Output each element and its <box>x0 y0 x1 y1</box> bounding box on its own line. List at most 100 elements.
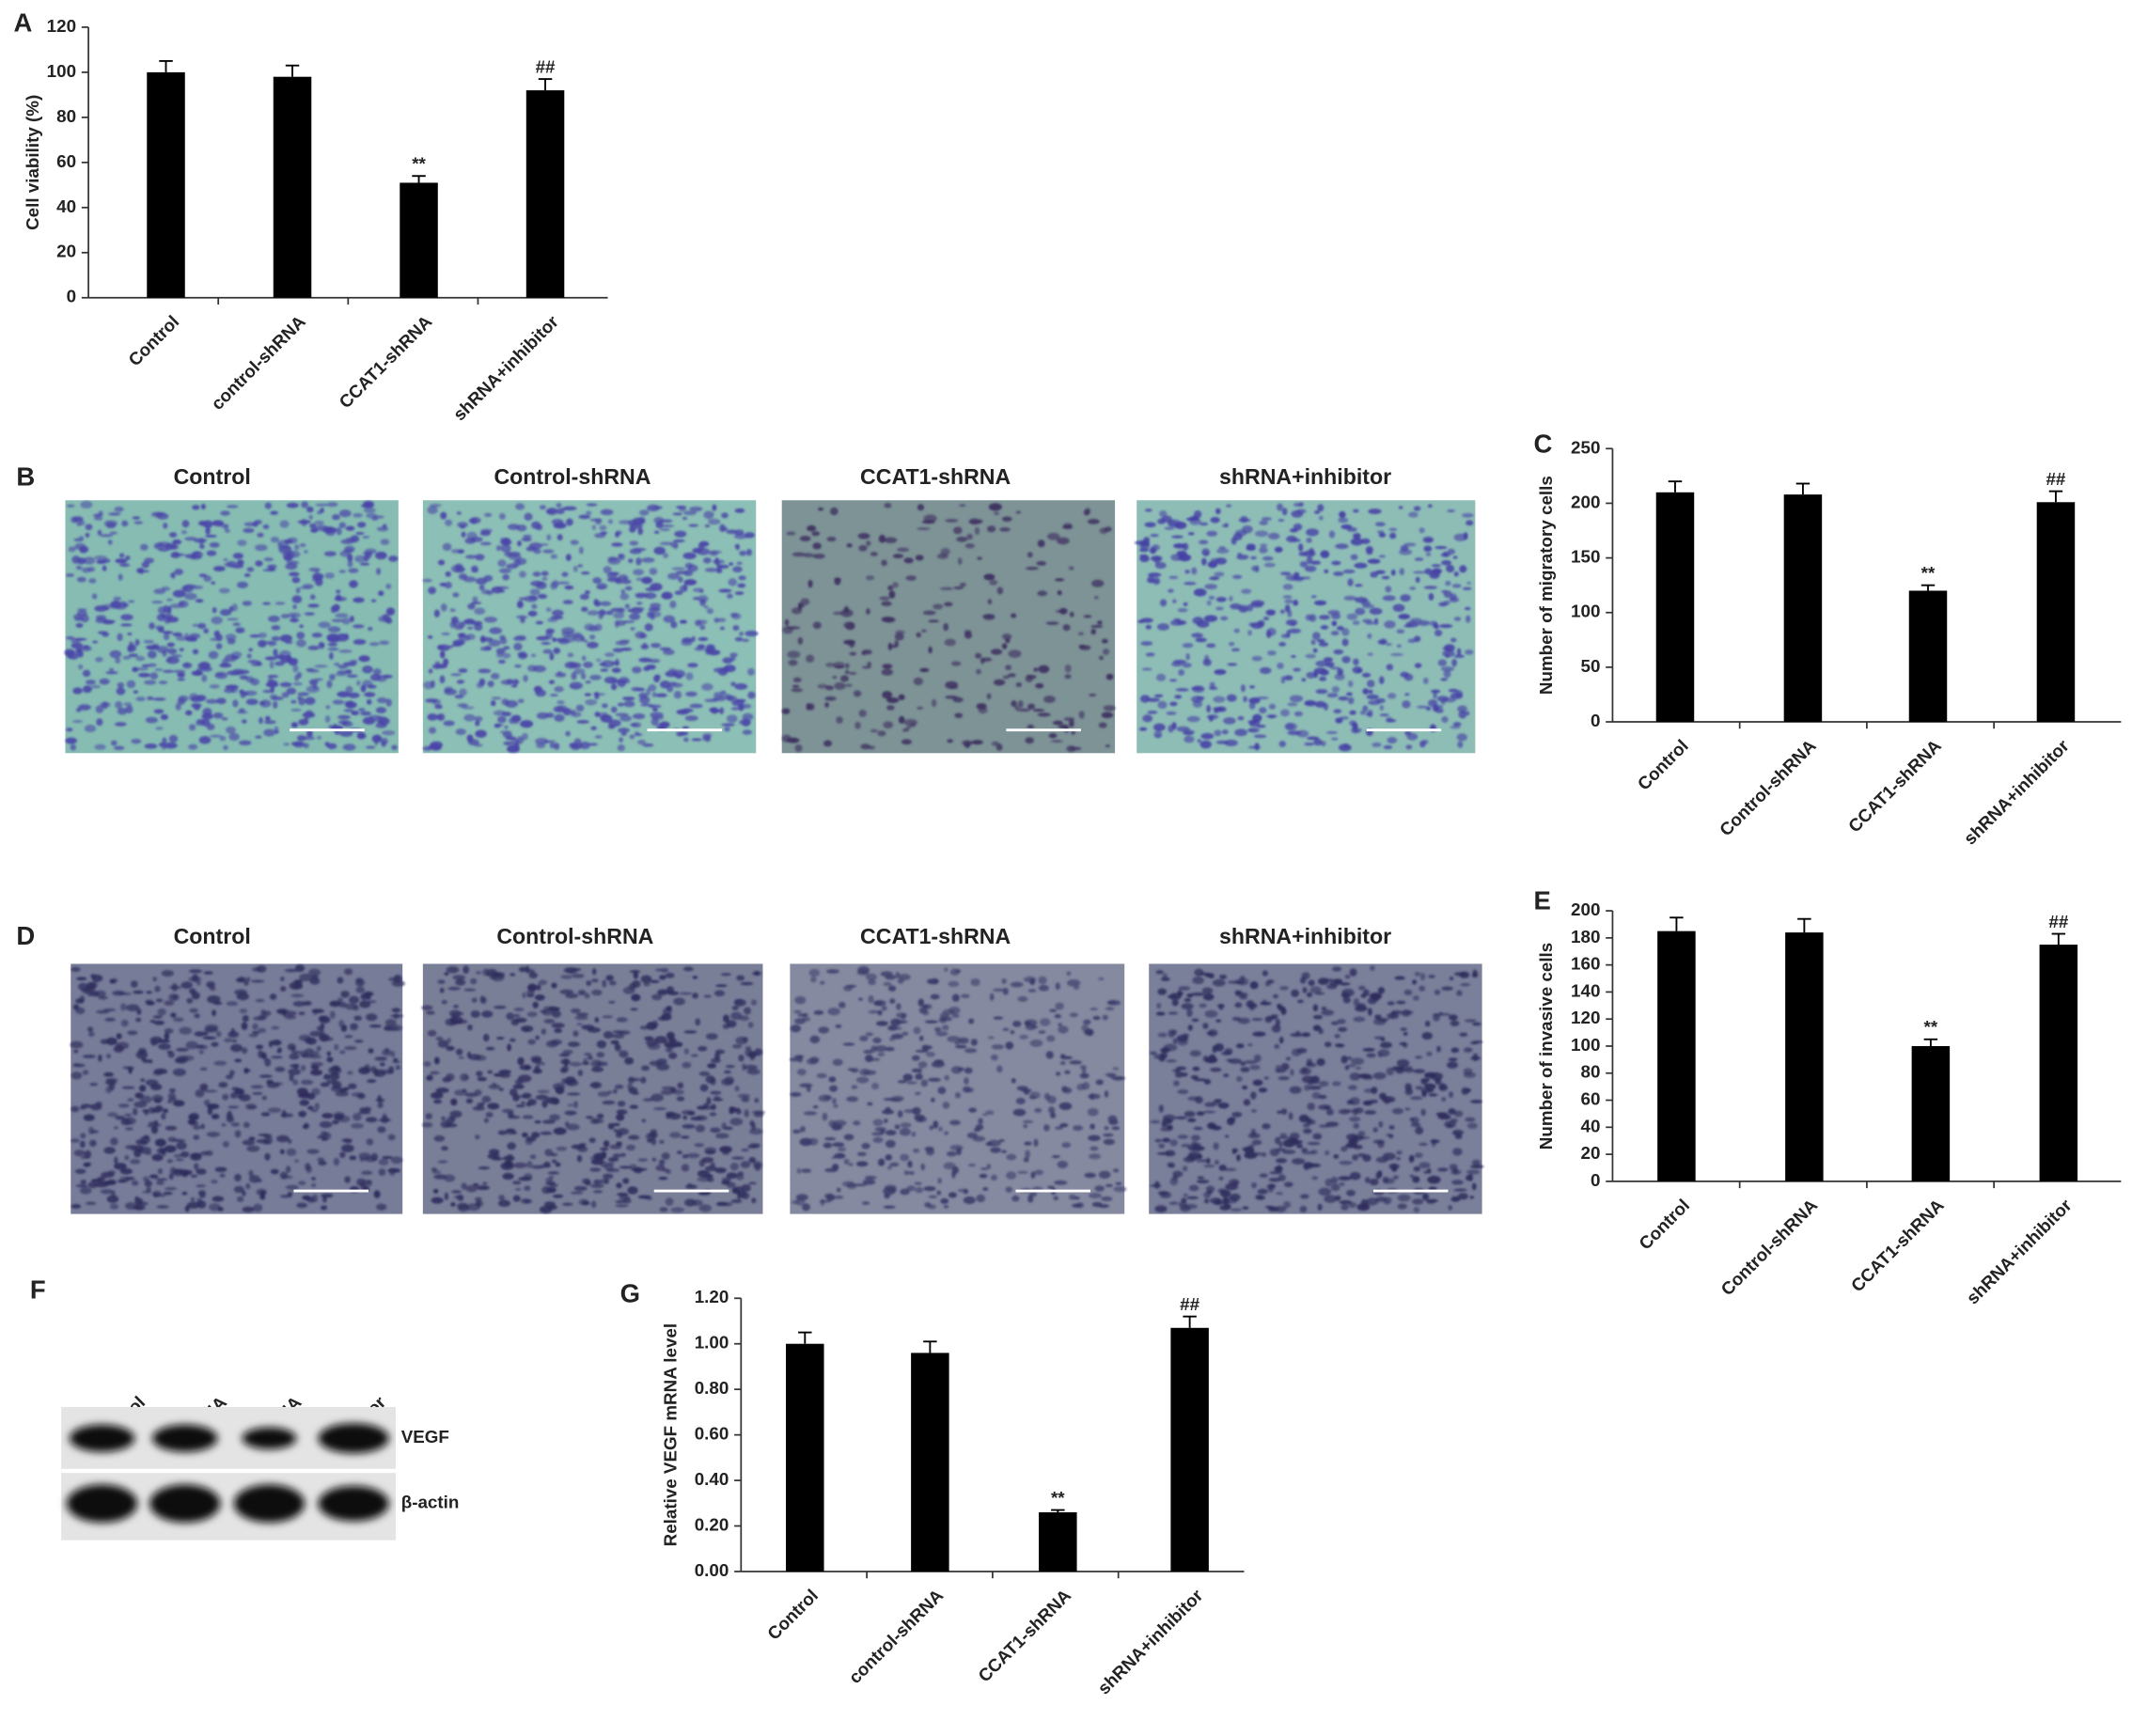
stained-cell <box>1034 1107 1042 1113</box>
stained-cell <box>1237 715 1245 721</box>
stained-cell <box>692 597 700 601</box>
stained-cell <box>735 1173 745 1181</box>
stained-cell <box>1113 1186 1127 1193</box>
stained-cell <box>1077 632 1084 636</box>
stained-cell <box>190 1196 196 1202</box>
stained-cell <box>1338 1176 1352 1181</box>
stained-cell <box>551 1023 565 1028</box>
stained-cell <box>1392 1175 1399 1180</box>
stained-cell <box>168 1087 176 1093</box>
stained-cell <box>996 1065 1003 1073</box>
stained-cell <box>1353 658 1359 665</box>
stained-cell <box>940 1197 949 1205</box>
stained-cell <box>220 608 232 617</box>
stained-cell <box>503 646 510 650</box>
stained-cell <box>149 622 155 630</box>
stained-cell <box>748 1128 763 1135</box>
stained-cell <box>1105 1183 1113 1187</box>
stained-cell <box>1410 1117 1419 1125</box>
stained-cell <box>1221 729 1229 735</box>
stained-cell <box>249 633 261 638</box>
stained-cell <box>1459 971 1470 978</box>
stained-cell <box>730 707 740 711</box>
stained-cell <box>615 1113 625 1121</box>
stained-cell <box>646 688 651 696</box>
stained-cell <box>1027 1195 1034 1203</box>
stained-cell <box>177 697 186 705</box>
stained-cell <box>212 607 217 614</box>
stained-cell <box>243 692 249 696</box>
stained-cell <box>1059 1122 1069 1128</box>
stained-cell <box>327 626 341 633</box>
stained-cell <box>825 663 836 667</box>
stained-cell <box>355 531 365 535</box>
stained-cell <box>291 595 303 603</box>
stained-cell <box>290 1046 296 1052</box>
stained-cell <box>1193 1078 1207 1082</box>
stained-cell <box>208 650 219 660</box>
stained-cell <box>950 661 962 666</box>
stained-cell <box>745 548 752 556</box>
stained-cell <box>1319 676 1327 681</box>
stained-cell <box>143 680 157 685</box>
stained-cell <box>872 1037 882 1044</box>
stained-cell <box>686 1152 700 1159</box>
stained-cell <box>460 1073 469 1082</box>
stained-cell <box>1343 743 1349 749</box>
significance-mark: ## <box>2046 469 2065 489</box>
stained-cell <box>609 1144 622 1150</box>
stained-cell <box>889 1162 900 1167</box>
stained-cell <box>1188 1184 1199 1192</box>
stained-cell <box>611 667 621 673</box>
stained-cell <box>1313 600 1327 606</box>
stained-cell <box>421 1005 433 1010</box>
stained-cell <box>550 616 564 620</box>
stained-cell <box>292 1000 306 1008</box>
stained-cell <box>692 976 698 979</box>
stained-cell <box>113 1126 118 1130</box>
stained-cell <box>1406 732 1419 741</box>
stained-cell <box>1451 1129 1465 1136</box>
stained-cell <box>1192 1066 1200 1071</box>
stained-cell <box>157 627 165 633</box>
stained-cell <box>831 1098 837 1104</box>
stained-cell <box>96 718 103 727</box>
stained-cell <box>194 1163 199 1170</box>
stained-cell <box>358 1110 371 1115</box>
stained-cell <box>603 1140 610 1148</box>
stained-cell <box>66 573 74 577</box>
stained-cell <box>1023 1156 1029 1163</box>
stained-cell <box>1098 977 1105 981</box>
stained-cell <box>888 590 896 599</box>
stained-cell <box>619 1165 632 1169</box>
stained-cell <box>1102 1133 1114 1137</box>
stained-cell <box>1208 595 1215 601</box>
stained-cell <box>591 968 597 976</box>
stained-cell <box>1088 1093 1101 1100</box>
stained-cell <box>923 1186 936 1192</box>
stained-cell <box>661 967 669 974</box>
stained-cell <box>729 652 738 658</box>
cell-stain <box>422 502 759 753</box>
stained-cell <box>899 1128 911 1136</box>
stained-cell <box>816 1072 827 1079</box>
stained-cell <box>866 608 870 615</box>
stained-cell <box>591 524 597 530</box>
stained-cell <box>1275 1205 1287 1212</box>
stained-cell <box>359 1107 367 1113</box>
stained-cell <box>276 1050 282 1054</box>
stained-cell <box>903 557 914 564</box>
stained-cell <box>1090 1093 1094 1101</box>
stained-cell <box>978 1118 983 1125</box>
stained-cell <box>478 678 486 686</box>
stained-cell <box>1419 1162 1431 1169</box>
stained-cell <box>262 524 270 530</box>
stained-cell <box>897 1110 903 1118</box>
stained-cell <box>1434 624 1439 630</box>
stained-cell <box>1078 711 1085 719</box>
stained-cell <box>271 625 281 631</box>
stained-cell <box>561 627 575 634</box>
stained-cell <box>1293 667 1301 672</box>
stained-cell <box>189 637 197 642</box>
stained-cell <box>812 553 825 559</box>
